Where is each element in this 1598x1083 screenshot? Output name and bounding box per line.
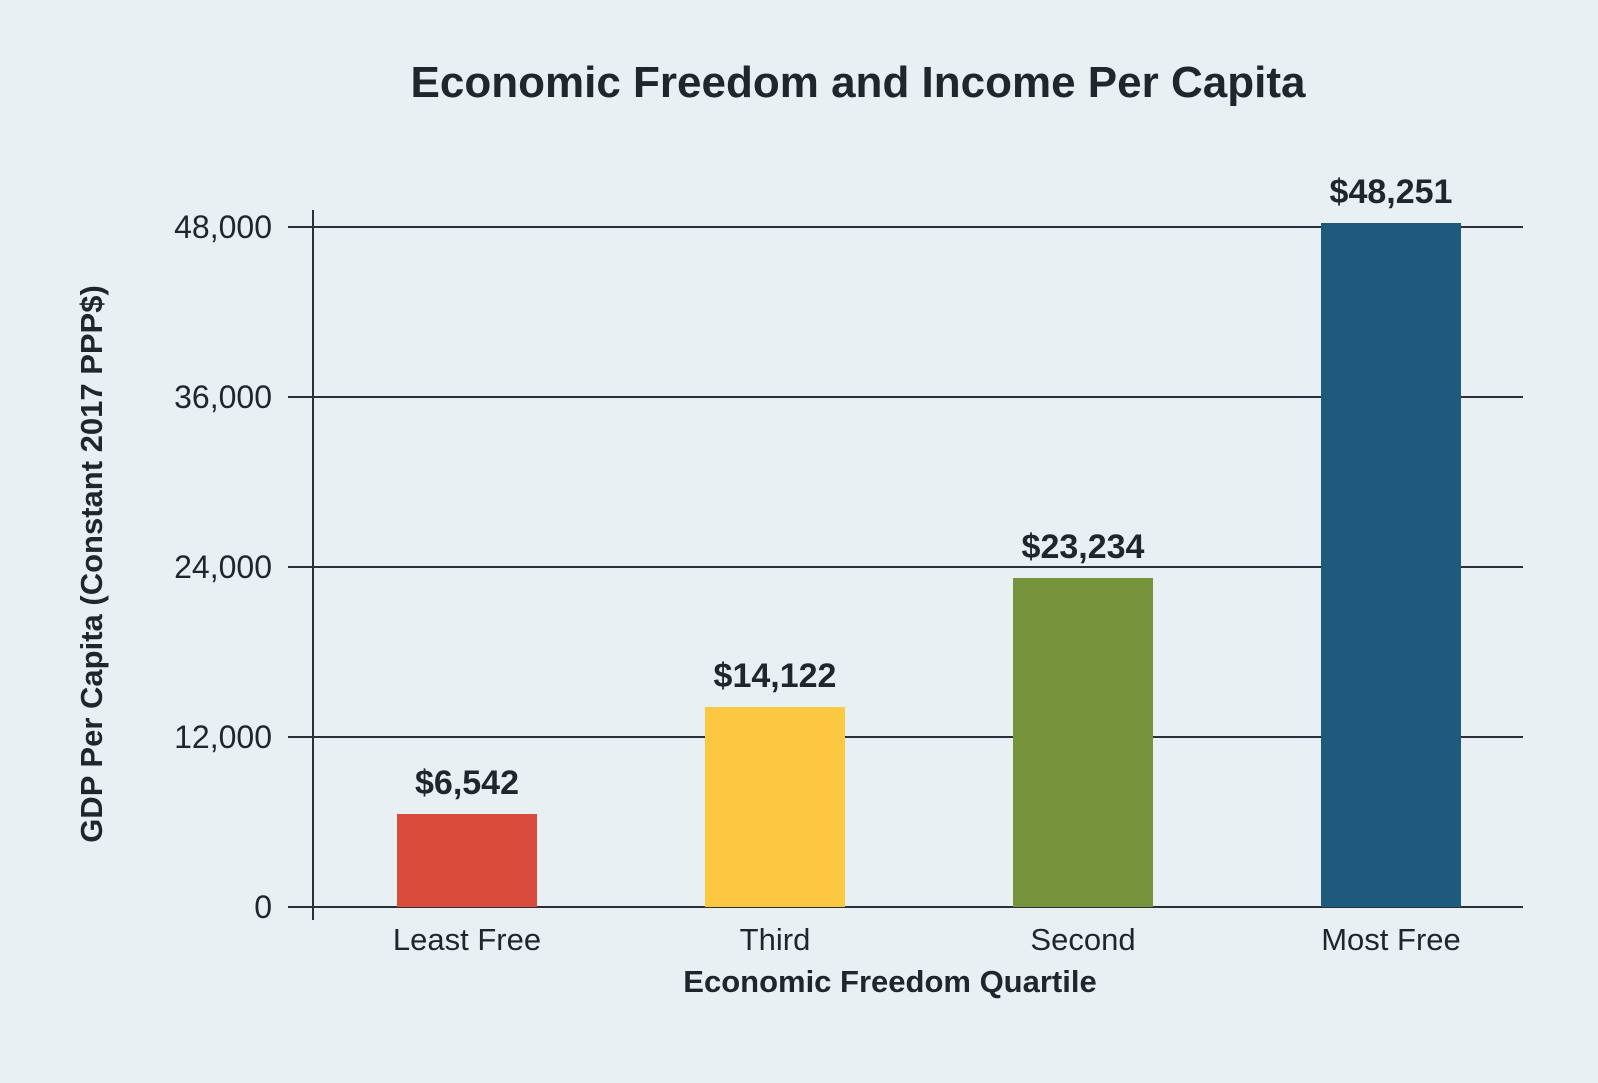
bar-least-free <box>397 814 537 907</box>
x-axis-baseline <box>288 906 1523 908</box>
bar-value-label: $6,542 <box>415 764 519 803</box>
y-tick-label: 0 <box>254 889 272 925</box>
y-tick-label: 48,000 <box>174 209 272 245</box>
gridline <box>288 226 1523 228</box>
bar-third <box>705 706 845 907</box>
x-category-label: Second <box>1030 922 1136 957</box>
gridline <box>288 736 1523 738</box>
bar-value-label: $14,122 <box>713 656 837 695</box>
bar-most-free <box>1321 223 1461 907</box>
y-tick-label: 24,000 <box>174 549 272 585</box>
x-category-label: Most Free <box>1321 922 1461 957</box>
y-tick-label: 36,000 <box>174 379 272 415</box>
bar-value-label: $48,251 <box>1329 173 1453 212</box>
y-axis-line <box>312 210 314 920</box>
y-tick-label: 12,000 <box>174 719 272 755</box>
bar-value-label: $23,234 <box>1021 527 1145 566</box>
bar-second <box>1013 577 1153 907</box>
chart-title: Economic Freedom and Income Per Capita <box>410 58 1306 107</box>
gridline <box>288 566 1523 568</box>
gridline <box>288 396 1523 398</box>
x-category-label: Third <box>739 922 811 957</box>
x-category-label: Least Free <box>392 922 542 957</box>
x-axis-title: Economic Freedom Quartile <box>683 964 1097 999</box>
